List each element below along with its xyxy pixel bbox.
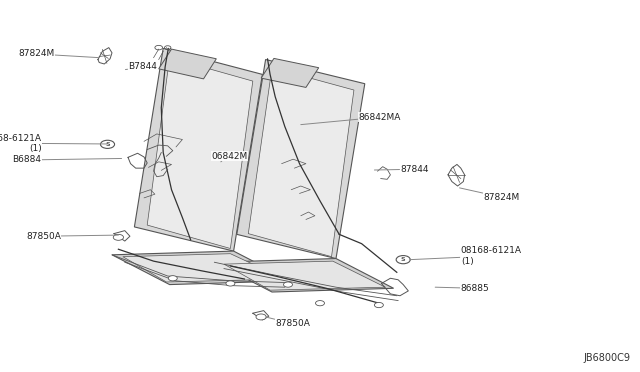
Polygon shape xyxy=(214,259,394,292)
Text: 08168-6121A
(1): 08168-6121A (1) xyxy=(0,134,107,153)
Circle shape xyxy=(316,301,324,306)
Polygon shape xyxy=(147,58,253,248)
Text: B6884: B6884 xyxy=(13,155,122,164)
Text: 87824M: 87824M xyxy=(460,188,520,202)
Circle shape xyxy=(226,281,235,286)
Polygon shape xyxy=(159,49,216,79)
Polygon shape xyxy=(134,48,262,251)
Text: S: S xyxy=(401,257,406,262)
Text: 87844: 87844 xyxy=(374,165,429,174)
Text: 87850A: 87850A xyxy=(26,232,118,241)
Circle shape xyxy=(113,234,124,240)
Polygon shape xyxy=(237,60,365,259)
Text: 87824M: 87824M xyxy=(18,49,99,58)
Polygon shape xyxy=(112,251,291,285)
Text: 87850A: 87850A xyxy=(266,317,310,328)
Polygon shape xyxy=(248,68,354,257)
Polygon shape xyxy=(261,58,319,87)
Polygon shape xyxy=(123,254,285,282)
Circle shape xyxy=(374,302,383,308)
Text: S: S xyxy=(105,142,110,147)
Circle shape xyxy=(168,276,177,281)
Text: B7844: B7844 xyxy=(125,62,157,71)
Text: 86885: 86885 xyxy=(435,284,490,293)
Circle shape xyxy=(256,314,266,320)
Polygon shape xyxy=(224,261,385,290)
Text: JB6800C9: JB6800C9 xyxy=(584,353,630,363)
Text: 08168-6121A
(1): 08168-6121A (1) xyxy=(410,246,522,266)
Circle shape xyxy=(284,282,292,287)
Text: 06842M: 06842M xyxy=(211,152,248,162)
Text: 86842MA: 86842MA xyxy=(301,113,401,125)
